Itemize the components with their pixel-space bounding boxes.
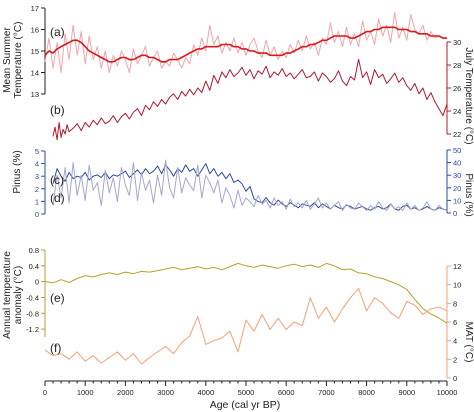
x-tick-label: 9000 <box>398 388 415 397</box>
tick-label-e: 0.8 <box>29 246 39 255</box>
axis-label-b-right: July Temperature (°C) <box>463 47 474 144</box>
tick-label-e: -1.2 <box>26 325 39 334</box>
tick-label-e: 0.4 <box>29 262 39 271</box>
panel-letter-f: (f) <box>50 341 61 355</box>
tick-label-e: 0 <box>35 278 39 287</box>
tick-label-b: 28 <box>453 61 461 70</box>
x-tick-label: 4000 <box>197 388 214 397</box>
panel-letter-a: (a) <box>50 25 65 39</box>
series-line-a-1 <box>44 11 447 73</box>
x-tick-label: 3000 <box>157 388 174 397</box>
tick-label-f: 4 <box>453 337 457 346</box>
tick-label-f: 2 <box>453 355 457 364</box>
tick-label-c: 0 <box>35 210 39 219</box>
axis-label-c-left: Pinus (%) <box>12 150 23 193</box>
axis-label-f-right: MAT (°C) <box>463 322 474 363</box>
x-tick-label: 10000 <box>437 388 458 397</box>
x-tick-label: 1000 <box>77 388 94 397</box>
tick-label-a: 15 <box>31 47 39 56</box>
panel-letter-d: (d) <box>50 191 65 205</box>
series-line-a-2 <box>44 26 447 63</box>
tick-label-a: 16 <box>31 26 39 35</box>
tick-label-c: 2 <box>35 185 39 194</box>
tick-label-b: 26 <box>453 84 461 93</box>
tick-label-d: 20 <box>453 184 461 193</box>
tick-label-a: 14 <box>31 69 39 78</box>
tick-label-a: 13 <box>31 90 39 99</box>
tick-label-b: 30 <box>453 38 461 47</box>
tick-label-e: -0.8 <box>26 309 39 318</box>
tick-label-d: 30 <box>453 171 461 180</box>
panel-letter-e: (e) <box>50 291 65 305</box>
x-tick-label: 8000 <box>358 388 375 397</box>
tick-label-d: 0 <box>453 209 457 218</box>
panel-letter-c: (c) <box>50 173 64 187</box>
axis-label-e-left-line2: anomaly (°C) <box>13 266 24 324</box>
series-line-e <box>44 262 448 324</box>
tick-label-f: 10 <box>453 281 461 290</box>
axis-label-d-right: Pinus (%) <box>463 173 474 216</box>
tick-label-f: 6 <box>453 318 457 327</box>
panel-letter-b: (b) <box>50 103 65 117</box>
tick-label-a: 17 <box>31 4 39 13</box>
series-line-c <box>52 163 448 211</box>
series-layer <box>44 11 448 365</box>
tick-label-f: 12 <box>453 262 461 271</box>
tick-label-c: 1 <box>35 197 39 206</box>
axes-layer: 1314151617222426283001234501020304050-1.… <box>26 4 461 397</box>
x-tick-label: 6000 <box>278 388 295 397</box>
tick-label-e: -0.4 <box>26 293 39 302</box>
tick-label-c: 3 <box>35 172 39 181</box>
tick-label-c: 5 <box>35 147 39 156</box>
series-line-f <box>44 287 448 365</box>
tick-label-b: 24 <box>453 107 461 116</box>
series-line-b <box>52 58 448 141</box>
x-tick-label: 0 <box>43 388 47 397</box>
x-axis-title: Age (cal yr BP) <box>210 399 281 411</box>
axis-label-e-left: Annual temperature <box>2 251 13 339</box>
tick-label-d: 10 <box>453 196 461 205</box>
x-tick-label: 5000 <box>238 388 255 397</box>
tick-label-c: 4 <box>35 160 39 169</box>
axis-label-a-left-line2: Temperature (°C) <box>13 22 24 99</box>
tick-label-f: 0 <box>453 374 457 383</box>
tick-label-f: 8 <box>453 299 457 308</box>
axis-label-a-left: Mean Summer <box>2 27 13 93</box>
tick-label-d: 40 <box>453 159 461 168</box>
x-tick-label: 7000 <box>318 388 335 397</box>
series-line-d <box>52 159 448 211</box>
tick-label-b: 22 <box>453 130 461 139</box>
tick-label-d: 50 <box>453 146 461 155</box>
x-tick-label: 2000 <box>117 388 134 397</box>
